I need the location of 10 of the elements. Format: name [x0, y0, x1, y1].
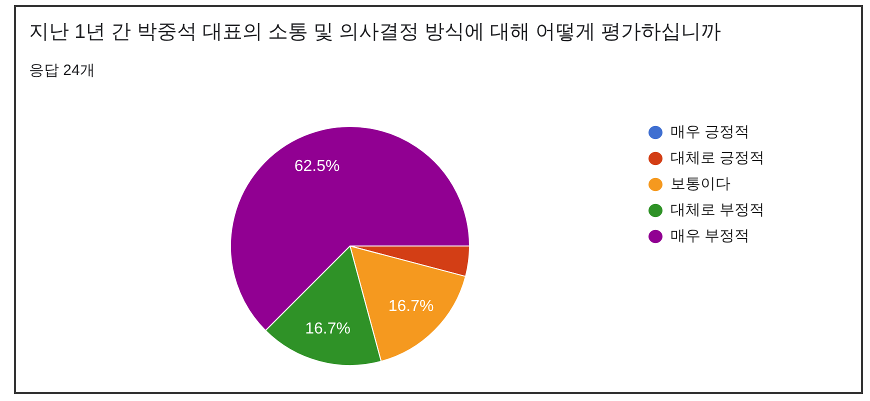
legend-label: 매우 긍정적 — [670, 124, 750, 141]
legend-label: 대체로 부정적 — [670, 202, 765, 219]
data-label: 16.7% — [305, 320, 351, 338]
legend-label: 매우 부정적 — [670, 228, 750, 245]
legend-label: 보통이다 — [670, 176, 730, 193]
chart-title: 지난 1년 간 박중석 대표의 소통 및 의사결정 방식에 대해 어떻게 평가하십니까 — [29, 20, 722, 45]
legend-label: 대체로 긍정적 — [670, 150, 765, 167]
data-label: 16.7% — [388, 298, 434, 316]
data-label: 62.5% — [294, 158, 340, 175]
text: 응답 24개 — [29, 61, 95, 80]
